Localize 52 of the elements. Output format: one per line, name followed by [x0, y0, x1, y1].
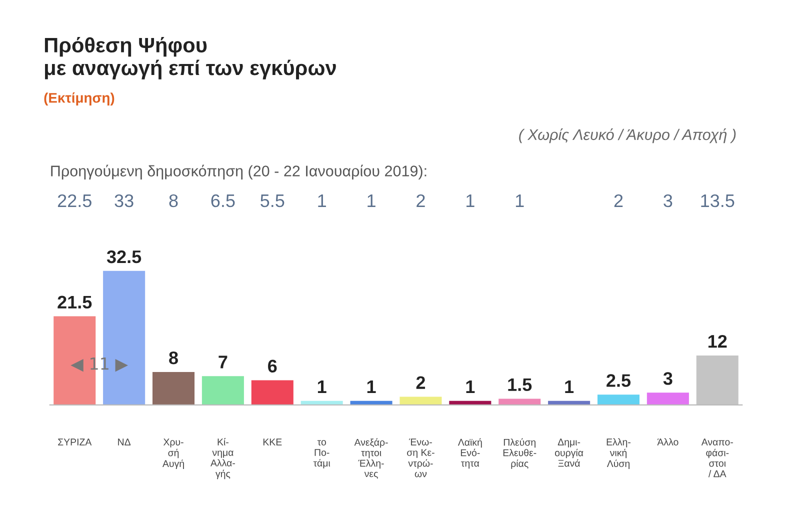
text: 22.5 — [58, 194, 92, 208]
data-label: 7 — [218, 356, 228, 368]
data-label: 1 — [367, 380, 376, 393]
annotation: ◀ 11 ▶ — [70, 358, 128, 372]
data-label: 2.5 — [606, 374, 631, 387]
text: 13.5 — [701, 194, 734, 208]
x-tick-label: Δημι- ουργία Ξανά — [555, 438, 584, 467]
x-tick-label: Χρυ- σή Αυγή — [162, 438, 184, 469]
text: ( Χωρίς Λευκό / Άκυρο / Αποχή ) — [519, 128, 736, 144]
x-tick-label: Ελλη- νική Λύση — [606, 438, 630, 469]
text: 1 — [516, 194, 524, 207]
bar — [400, 396, 442, 405]
text: 3 — [664, 194, 672, 208]
x-tick-label: ΣΥΡΙΖΑ — [58, 438, 92, 446]
text: 6.5 — [211, 194, 235, 208]
x-tick-label: Αναπο- φάσι- στοι / ΔΑ — [701, 438, 733, 478]
text: 1 — [368, 194, 376, 207]
x-tick-label: Λαϊκή Ενό- τητα — [458, 438, 482, 469]
data-label: 1 — [565, 380, 574, 393]
x-tick-label: Πλεύση Ελευθε- ρίας — [503, 438, 536, 469]
data-label: 1 — [318, 380, 326, 393]
chart-title: Πρόθεση Ψήφου με αναγωγή επί των εγκύρων — [44, 36, 336, 80]
bar — [251, 380, 294, 405]
bar — [152, 372, 195, 405]
x-tick-label: Ανεξάρ- τητοι Έλλη- νες — [354, 438, 388, 479]
text: 8 — [169, 194, 178, 208]
text: 5.5 — [260, 194, 284, 208]
text: 2 — [416, 194, 425, 207]
text: 33 — [114, 194, 134, 208]
data-label: 3 — [663, 372, 672, 385]
data-label: 8 — [169, 351, 178, 364]
data-label: 1 — [466, 380, 475, 393]
data-label: 1.5 — [508, 378, 532, 392]
text: 2 — [614, 194, 623, 207]
data-label: 21.5 — [58, 296, 92, 309]
x-tick-label: το Πο- τάμι — [313, 440, 330, 468]
data-label: 12 — [708, 334, 727, 348]
bar — [202, 376, 244, 405]
text: 1 — [318, 194, 326, 207]
x-tick-label: ΚΚΕ — [263, 438, 282, 446]
x-tick-label: Κί- νημα Αλλα- γής — [210, 438, 235, 480]
text: 1 — [466, 194, 474, 207]
x-tick-label: Άλλο — [657, 438, 678, 446]
data-label: 32.5 — [106, 250, 142, 264]
x-tick-label: ΝΔ — [118, 438, 131, 446]
bar — [597, 394, 640, 405]
bar — [646, 392, 689, 405]
chart-subtitle: (Εκτίμηση) — [44, 92, 114, 106]
data-label: 2 — [416, 376, 426, 389]
text: Προηγούμενη δημοσκόπηση (20 - 22 Ιανουαρίου 2019): — [51, 164, 426, 180]
x-tick-label: Ένω- ση Κε- ντρώ- ων — [407, 438, 434, 478]
data-label: 6 — [268, 360, 277, 372]
